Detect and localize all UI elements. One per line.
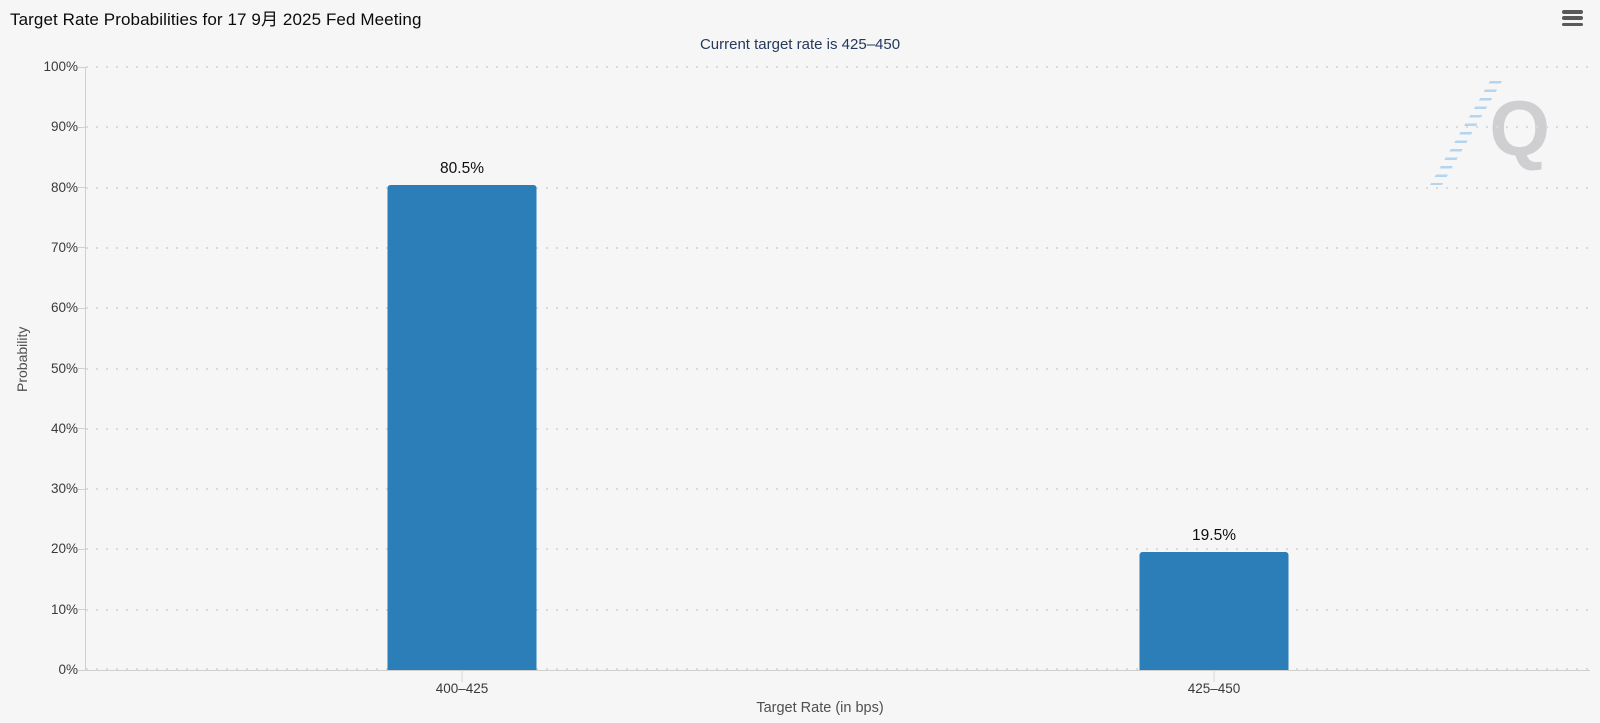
y-tick-label: 60% (50, 300, 78, 316)
y-tick-mark (78, 187, 86, 189)
x-tick-label: 425–450 (1187, 681, 1241, 696)
y-tick-mark (78, 669, 86, 671)
y-tick-mark (78, 66, 86, 68)
y-tick-label: 70% (50, 239, 78, 255)
y-tick-label: 90% (50, 119, 78, 135)
y-tick-mark (78, 247, 86, 249)
gridline (86, 246, 1590, 249)
y-tick-label: 20% (50, 541, 78, 557)
chart-subtitle: Current target rate is 425–450 (699, 36, 901, 53)
bar-value-label: 80.5% (440, 159, 484, 177)
hamburger-menu-icon[interactable] (1562, 10, 1583, 27)
probability-bar[interactable] (387, 184, 537, 670)
y-tick-label: 100% (43, 59, 78, 74)
y-tick-mark (78, 609, 86, 611)
hamburger-bar (1562, 22, 1583, 27)
gridline (86, 66, 1590, 68)
x-axis-title: Target Rate (in bps) (756, 700, 884, 716)
x-tick-mark (461, 670, 463, 682)
y-tick-label: 10% (50, 601, 78, 617)
x-tick-label: 400–425 (435, 681, 489, 696)
y-tick-label: 80% (50, 179, 78, 195)
y-tick-mark (78, 548, 86, 550)
gridline (86, 307, 1590, 310)
gridline (86, 126, 1590, 129)
y-tick-mark (78, 307, 86, 309)
hamburger-bar (1562, 10, 1583, 14)
y-tick-label: 0% (58, 662, 78, 677)
plot-area: Q 0% 10% 20% 30% 40% 50% 60% 70% 80% 90% 100% 80.5%… (43, 59, 1590, 696)
y-axis-title: Probability (14, 326, 30, 392)
probability-bar[interactable] (1139, 552, 1289, 670)
gridline (86, 488, 1590, 491)
gridline (86, 668, 1590, 670)
gridline (86, 427, 1590, 430)
y-tick-label: 40% (50, 420, 78, 436)
quikstrike-watermark: Q (1429, 79, 1552, 194)
y-tick-label: 50% (50, 360, 78, 376)
gridline (86, 186, 1590, 189)
x-tick-mark (1213, 670, 1215, 682)
y-tick-label: 30% (50, 481, 78, 497)
bar-value-label: 19.5% (1192, 527, 1236, 545)
hamburger-bar (1562, 16, 1583, 20)
gridline (86, 548, 1590, 551)
y-tick-mark (78, 126, 86, 128)
y-tick-mark (78, 488, 86, 490)
gridline (86, 608, 1590, 611)
gridline (86, 367, 1590, 370)
watermark-stripe-icon (1429, 81, 1502, 185)
chart-title: Target Rate Probabilities for 17 9月 2025… (10, 10, 422, 29)
y-tick-mark (78, 428, 86, 430)
y-tick-mark (78, 368, 86, 369)
